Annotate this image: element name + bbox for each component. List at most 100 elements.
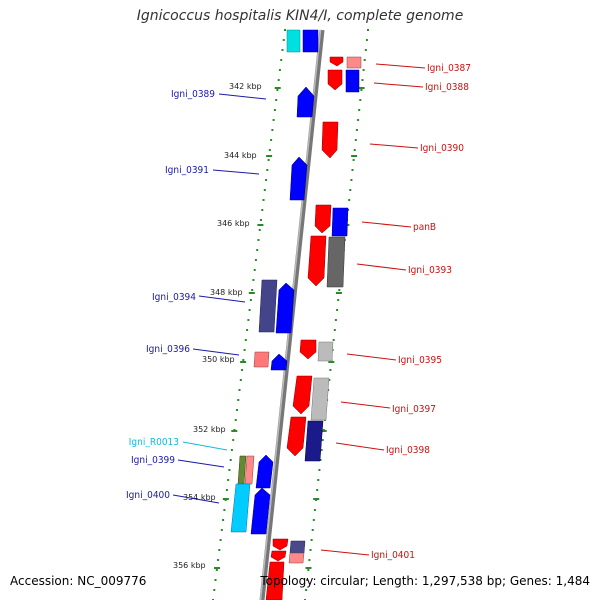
ring-dot (214, 579, 217, 581)
label-igni-0396[interactable]: Igni_0396 (146, 344, 190, 355)
label-igni-0387[interactable]: Igni_0387 (427, 63, 471, 74)
gene-igni-0398[interactable] (286, 416, 307, 457)
tick-label-352: 352 kbp (193, 425, 226, 434)
ring-dot (258, 229, 261, 231)
label-igni-0401[interactable]: Igni_0401 (371, 550, 415, 561)
label-igni-0391[interactable]: Igni_0391 (165, 165, 209, 176)
ring-dot (311, 529, 314, 531)
ring-dot (312, 519, 315, 521)
ring-dot (254, 259, 257, 261)
tick-label-344: 344 kbp (224, 151, 257, 160)
ring-dot (280, 59, 283, 61)
ring-dot (284, 29, 286, 31)
gene-igni-0397-b[interactable] (310, 377, 330, 421)
ring-dot (367, 29, 369, 31)
gene-igni-0387[interactable] (329, 56, 344, 67)
ring-dot (215, 569, 218, 571)
gene-igni-0396[interactable] (253, 351, 270, 368)
gene-igni-0395-b[interactable] (317, 341, 334, 362)
tick-label-342: 342 kbp (229, 82, 262, 91)
ring-dot (363, 59, 366, 61)
ring-dot (247, 319, 250, 321)
gene-igni-0400[interactable] (230, 483, 251, 533)
ring-dot (329, 369, 332, 371)
ring-dot (358, 109, 361, 111)
label-igni-0395[interactable]: Igni_0395 (398, 355, 442, 366)
tick-mark-right (335, 292, 342, 294)
gene-igni-0390[interactable] (321, 121, 339, 159)
gene-panb-b[interactable] (331, 207, 349, 237)
ring-dot (361, 79, 364, 81)
label-igni-0388[interactable]: Igni_0388 (425, 82, 469, 93)
ring-dot (253, 269, 256, 271)
ring-dot (268, 149, 271, 151)
label-igni-0390[interactable]: Igni_0390 (420, 143, 464, 154)
gene-igni-0398-b[interactable] (304, 420, 324, 462)
ring-dot (229, 459, 232, 461)
gene-igni-0387-b[interactable] (346, 56, 362, 69)
ring-dot (348, 199, 351, 201)
gene-igni-0393-b[interactable] (326, 236, 346, 288)
ring-dot (320, 449, 323, 451)
gene-igni-0388-b[interactable] (345, 69, 360, 93)
label-igni-r0013[interactable]: Igni_R0013 (129, 437, 179, 448)
gene-igni-0393[interactable] (307, 235, 327, 287)
ring-dot (242, 359, 245, 361)
label-igni-0389[interactable]: Igni_0389 (171, 89, 215, 100)
gene-igni-0399[interactable] (255, 454, 274, 489)
gene-igni-0394-b[interactable] (275, 282, 295, 334)
gene-igni-0391[interactable] (289, 156, 308, 201)
ring-dot (237, 399, 240, 401)
ring-dot (244, 339, 247, 341)
tick-rings (212, 29, 369, 600)
gene-igni-0401-d[interactable] (288, 552, 305, 564)
tick-mark-left (240, 361, 247, 363)
label-igni-0397[interactable]: Igni_0397 (392, 404, 436, 415)
gene-panb[interactable] (314, 204, 332, 234)
label-leader-lines (172, 63, 426, 556)
gene-igni-0401-b[interactable] (270, 550, 287, 562)
gene-igni-r0013[interactable] (237, 455, 247, 485)
ring-dot (310, 539, 313, 541)
gene-igni-0401-c[interactable] (289, 540, 306, 554)
ring-dot (265, 179, 268, 181)
tick-label-354: 354 kbp (183, 493, 216, 502)
genes-text: Genes: 1,484 (509, 574, 590, 588)
gene-igni-0396-b[interactable] (270, 353, 288, 371)
label-igni-0399[interactable]: Igni_0399 (131, 455, 175, 466)
label-igni-0393[interactable]: Igni_0393 (408, 265, 452, 276)
ring-dot (333, 329, 336, 331)
gene-igni-0397[interactable] (292, 375, 313, 415)
ring-dot (223, 509, 226, 511)
gene-igni-0394[interactable] (258, 279, 278, 333)
gene-bottom-red[interactable] (265, 561, 285, 600)
topology-text: Topology: circular; (260, 574, 369, 588)
label-igni-0394[interactable]: Igni_0394 (152, 292, 196, 303)
gene-igni-r0013-b[interactable] (244, 455, 255, 485)
gene-rna-top[interactable] (286, 29, 301, 53)
tick-mark-left (222, 498, 229, 500)
tick-label-346: 346 kbp (217, 219, 250, 228)
gene-igni-0401[interactable] (272, 538, 289, 551)
gene-igni-0395[interactable] (299, 339, 317, 360)
ring-dot (239, 379, 242, 381)
label-igni-0398[interactable]: Igni_0398 (386, 445, 430, 456)
ring-dot (360, 89, 363, 91)
ring-dot (225, 489, 228, 491)
ring-dot (267, 159, 270, 161)
gene-forward-top[interactable] (302, 29, 319, 53)
tick-label-350: 350 kbp (202, 355, 235, 364)
tick-label-348: 348 kbp (210, 288, 243, 297)
tick-mark-right (320, 430, 327, 432)
tick-mark-left (266, 155, 273, 157)
gene-igni-0400-b[interactable] (250, 487, 271, 535)
ring-dot (338, 289, 341, 291)
ring-dot (278, 69, 281, 71)
ring-dot (354, 139, 357, 141)
accession-text: Accession: NC_009776 (10, 574, 147, 588)
gene-igni-0388[interactable] (327, 69, 343, 91)
label-igni-0400[interactable]: Igni_0400 (126, 490, 170, 501)
gene-igni-0389[interactable] (296, 86, 315, 118)
label-panb[interactable]: panB (413, 222, 436, 233)
